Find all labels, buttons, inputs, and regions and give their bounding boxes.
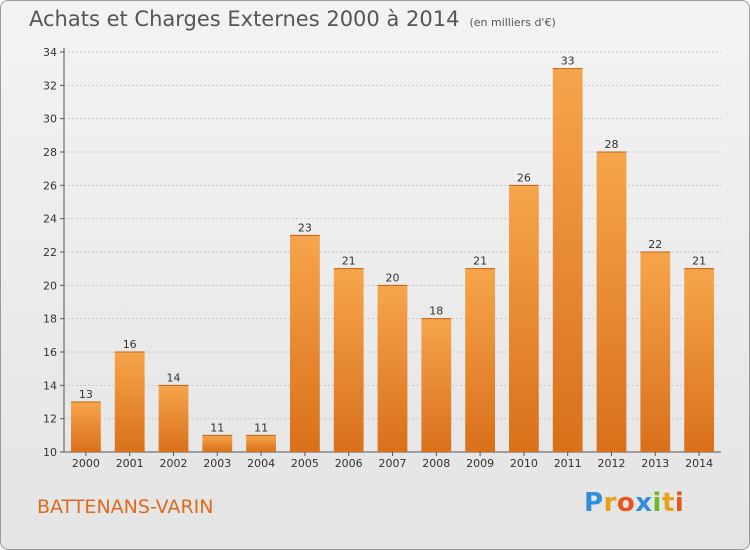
chart-subtitle: (en milliers d'€)	[469, 16, 556, 29]
bar	[71, 402, 101, 452]
bar-value-label: 13	[79, 388, 93, 401]
x-tick-label: 2004	[247, 457, 275, 470]
x-tick-label: 2010	[510, 457, 538, 470]
bar	[421, 318, 452, 452]
chart-title-text: Achats et Charges Externes 2000 à 2014	[29, 7, 460, 31]
brand-logo: Proxiti	[584, 488, 684, 518]
bar	[246, 435, 276, 452]
bar-value-label: 21	[692, 255, 706, 268]
y-tick-label: 18	[43, 313, 57, 326]
x-tick-label: 2013	[641, 457, 669, 470]
bar	[158, 385, 189, 452]
x-tick-label: 2006	[335, 457, 363, 470]
y-tick-label: 14	[43, 379, 57, 392]
y-tick-label: 12	[43, 413, 57, 426]
y-tick-label: 30	[43, 113, 57, 126]
y-tick-label: 24	[43, 213, 57, 226]
brand-letter: i	[674, 488, 685, 518]
y-tick-label: 16	[43, 346, 57, 359]
x-tick-label: 2014	[685, 457, 713, 470]
brand-letter: i	[652, 488, 662, 518]
bar-value-label: 28	[605, 138, 619, 151]
bar-value-label: 23	[298, 221, 312, 234]
bar-value-label: 21	[342, 255, 356, 268]
x-tick-label: 2012	[598, 457, 626, 470]
bar-value-label: 18	[429, 305, 443, 318]
x-tick-label: 2003	[203, 457, 231, 470]
bar-value-label: 11	[210, 421, 224, 434]
y-tick-label: 32	[43, 79, 57, 92]
x-tick-label: 2011	[554, 457, 582, 470]
y-tick-label: 20	[43, 279, 57, 292]
bar	[640, 252, 671, 452]
bar	[552, 68, 583, 453]
x-tick-label: 2007	[379, 457, 407, 470]
bar-value-label: 16	[123, 338, 137, 351]
x-tick-label: 2002	[160, 457, 188, 470]
x-tick-label: 2001	[116, 457, 144, 470]
bar	[377, 285, 408, 452]
x-tick-label: 2005	[291, 457, 319, 470]
y-tick-label: 22	[43, 246, 57, 259]
brand-letter: x	[635, 488, 653, 518]
brand-letter: r	[603, 488, 617, 518]
bar-value-label: 20	[386, 271, 400, 284]
x-tick-label: 2008	[422, 457, 450, 470]
bar-value-label: 22	[648, 238, 662, 251]
bar	[684, 268, 714, 452]
bar-value-label: 21	[473, 255, 487, 268]
chart-title: Achats et Charges Externes 2000 à 2014 (e…	[29, 7, 556, 31]
bar	[202, 435, 233, 452]
bar	[114, 352, 145, 452]
bar-value-label: 33	[561, 55, 575, 68]
brand-letter: P	[584, 488, 604, 518]
bar	[509, 185, 539, 453]
brand-letter: t	[661, 488, 675, 518]
bar	[290, 235, 320, 452]
brand-letter: o	[616, 488, 636, 518]
commune-name: BATTENANS-VARIN	[37, 496, 214, 518]
bar	[333, 268, 364, 452]
y-tick-label: 34	[43, 46, 57, 59]
bar-value-label: 11	[254, 421, 268, 434]
y-tick-label: 26	[43, 179, 57, 192]
y-tick-label: 10	[43, 446, 57, 459]
bar-value-label: 14	[167, 371, 181, 384]
bar-value-label: 26	[517, 171, 531, 184]
x-tick-label: 2000	[72, 457, 100, 470]
bar	[596, 152, 627, 452]
bar	[465, 268, 495, 452]
x-tick-label: 2009	[466, 457, 494, 470]
y-tick-label: 28	[43, 146, 57, 159]
